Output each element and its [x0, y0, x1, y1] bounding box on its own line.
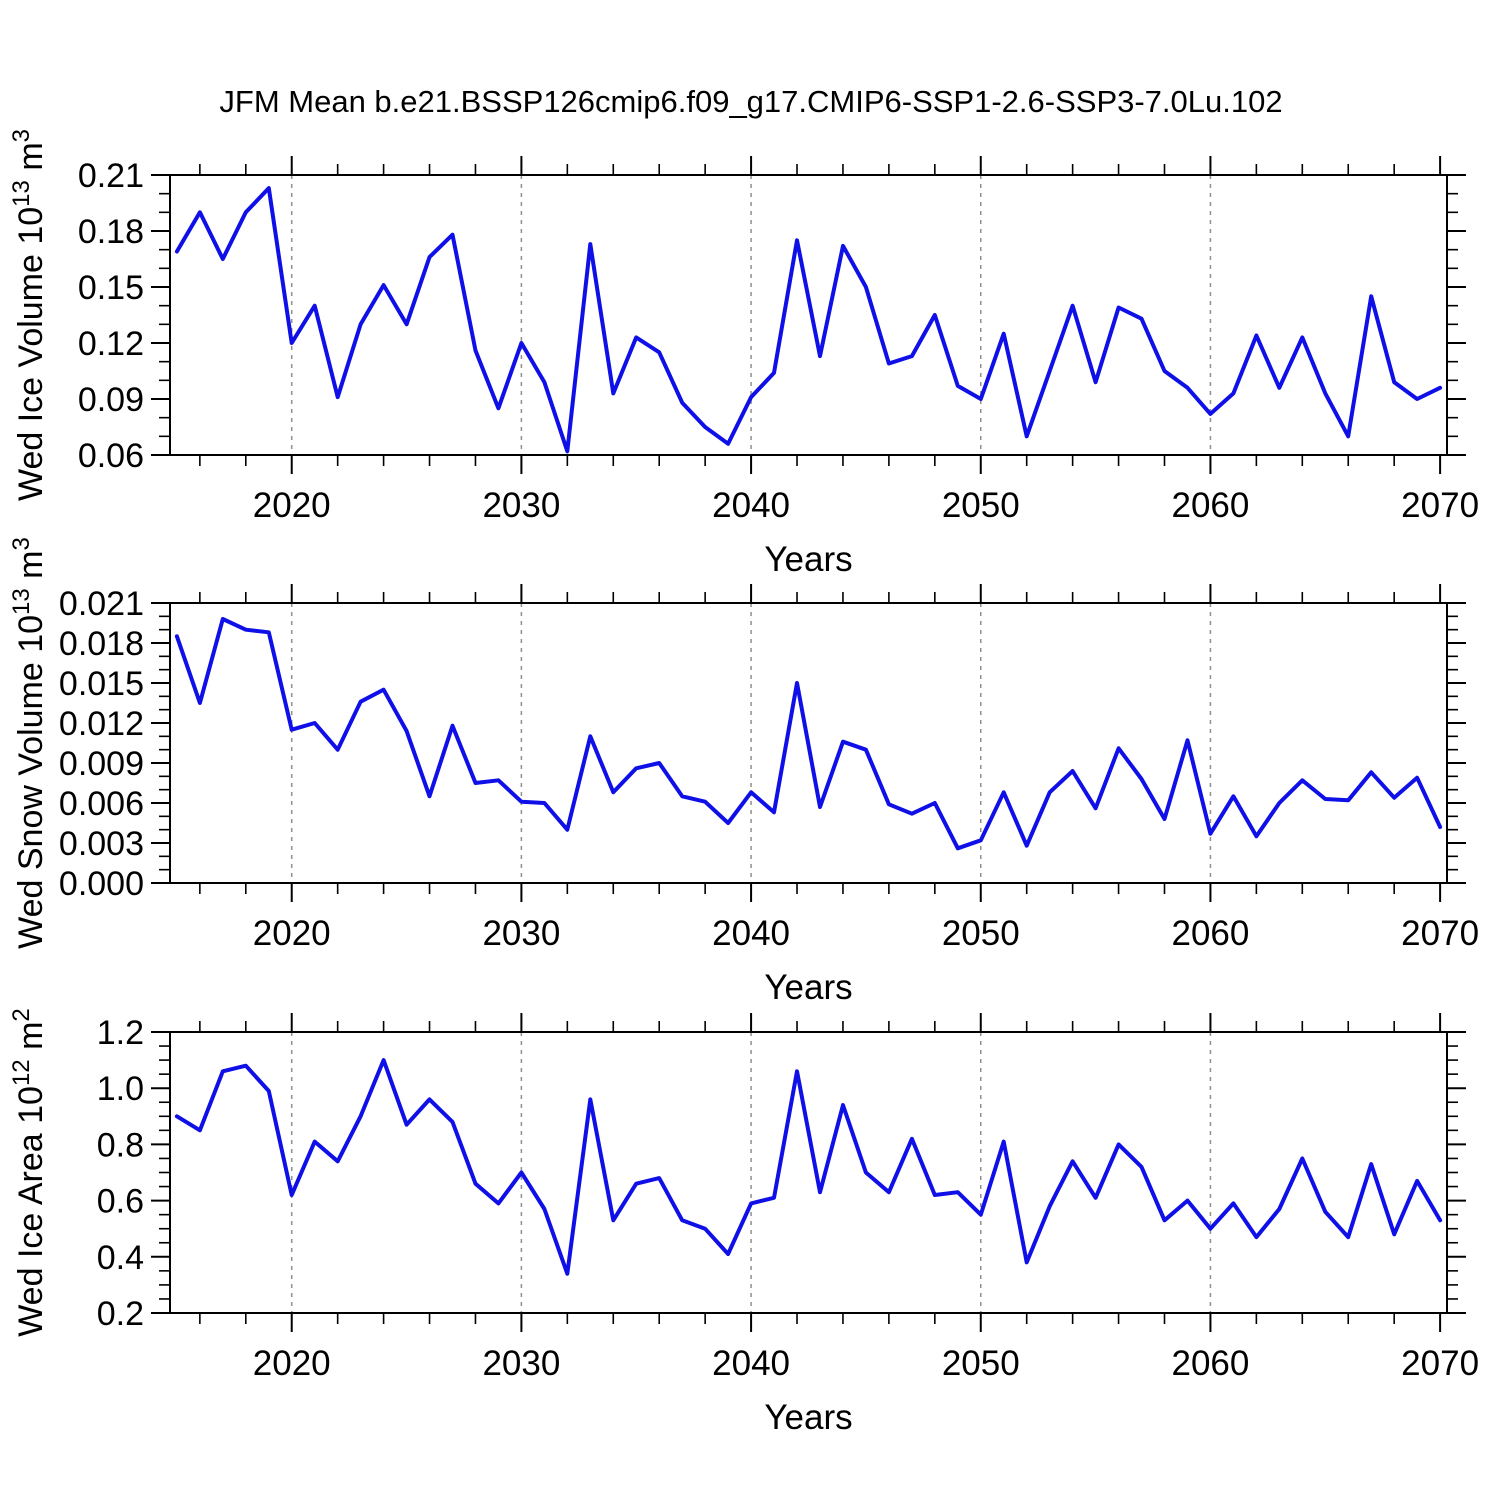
x-tick-label-2060: 2060: [1171, 1344, 1249, 1383]
y-tick-label-0.6: 0.6: [97, 1183, 144, 1221]
x-tick-label-2020: 2020: [253, 486, 331, 525]
y-tick-label-0.4: 0.4: [97, 1239, 144, 1277]
y-tick-label-0.009: 0.009: [59, 745, 144, 783]
wed-snow-volume-y-axis-title: Wed Snow Volume 1013 m3: [8, 537, 50, 949]
wed-snow-volume-data-line: [174, 617, 1443, 851]
x-tick-label-2050: 2050: [942, 1344, 1020, 1383]
y-tick-label-0.06: 0.06: [78, 437, 144, 475]
x-tick-label-2050: 2050: [942, 486, 1020, 525]
y-tick-label-0.012: 0.012: [59, 705, 144, 743]
x-tick-label-2020: 2020: [253, 914, 331, 953]
y-tick-label-0.003: 0.003: [59, 825, 144, 863]
y-tick-label-0.021: 0.021: [59, 585, 144, 623]
y-tick-label-1.2: 1.2: [97, 1014, 144, 1052]
x-tick-label-2030: 2030: [482, 486, 560, 525]
wed-ice-volume-data-line: [174, 186, 1443, 454]
wed-ice-area-y-axis-title: Wed Ice Area 1012 m2: [8, 1008, 50, 1337]
y-tick-label-0.21: 0.21: [78, 157, 144, 195]
x-tick-label-2070: 2070: [1401, 486, 1479, 525]
figure-title: JFM Mean b.e21.BSSP126cmip6.f09_g17.CMIP…: [219, 84, 1283, 119]
y-tick-label-0.000: 0.000: [59, 865, 144, 903]
x-tick-label-2040: 2040: [712, 914, 790, 953]
x-tick-label-2070: 2070: [1401, 914, 1479, 953]
x-tick-label-2040: 2040: [712, 486, 790, 525]
wed-snow-volume-frame: [169, 602, 1448, 884]
wed-ice-area-frame: [169, 1031, 1448, 1314]
wed-snow-volume-x-axis-title: Years: [764, 968, 852, 1007]
y-tick-label-0.8: 0.8: [97, 1126, 144, 1164]
wed-ice-volume-y-axis-title: Wed Ice Volume 1013 m3: [8, 129, 50, 501]
x-tick-label-2060: 2060: [1171, 914, 1249, 953]
y-tick-label-0.15: 0.15: [78, 269, 144, 307]
y-tick-label-0.018: 0.018: [59, 625, 144, 663]
wed-ice-volume-x-axis-title: Years: [764, 540, 852, 579]
x-tick-label-2060: 2060: [1171, 486, 1249, 525]
y-tick-label-0.18: 0.18: [78, 213, 144, 251]
wed-ice-volume-frame: [169, 174, 1448, 456]
x-tick-label-2020: 2020: [253, 1344, 331, 1383]
y-tick-label-1.0: 1.0: [97, 1070, 144, 1108]
y-tick-label-0.09: 0.09: [78, 381, 144, 419]
wed-ice-area-data-line: [174, 1058, 1443, 1276]
wed-ice-area-x-axis-title: Years: [764, 1398, 852, 1437]
x-tick-label-2030: 2030: [482, 1344, 560, 1383]
y-tick-label-0.006: 0.006: [59, 785, 144, 823]
x-tick-label-2030: 2030: [482, 914, 560, 953]
y-tick-label-0.015: 0.015: [59, 665, 144, 703]
x-tick-label-2050: 2050: [942, 914, 1020, 953]
x-tick-label-2070: 2070: [1401, 1344, 1479, 1383]
y-tick-label-0.2: 0.2: [97, 1295, 144, 1333]
y-tick-label-0.12: 0.12: [78, 325, 144, 363]
x-tick-label-2040: 2040: [712, 1344, 790, 1383]
